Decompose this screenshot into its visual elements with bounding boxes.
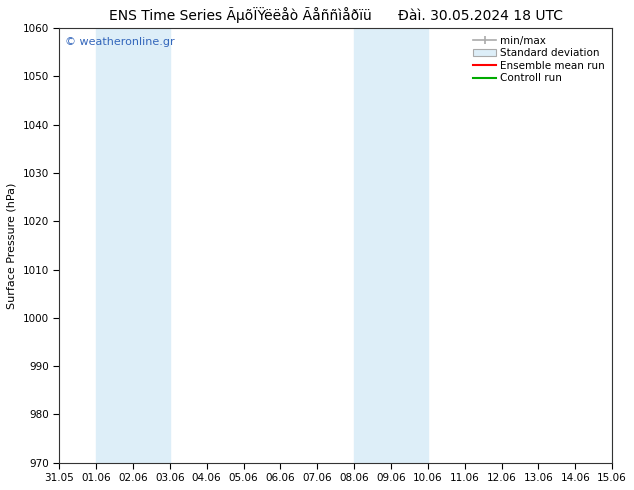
Y-axis label: Surface Pressure (hPa): Surface Pressure (hPa) bbox=[7, 182, 17, 309]
Bar bbox=[612, 28, 631, 463]
Bar bbox=[96, 28, 170, 463]
Title: ENS Time Series ÃµõÏŸëëåò Ãåññìåðïü      Đàì. 30.05.2024 18 UTC: ENS Time Series ÃµõÏŸëëåò Ãåññìåðïü Đàì.… bbox=[108, 7, 562, 23]
Text: © weatheronline.gr: © weatheronline.gr bbox=[65, 37, 174, 47]
Bar bbox=[354, 28, 428, 463]
Legend: min/max, Standard deviation, Ensemble mean run, Controll run: min/max, Standard deviation, Ensemble me… bbox=[470, 32, 608, 86]
